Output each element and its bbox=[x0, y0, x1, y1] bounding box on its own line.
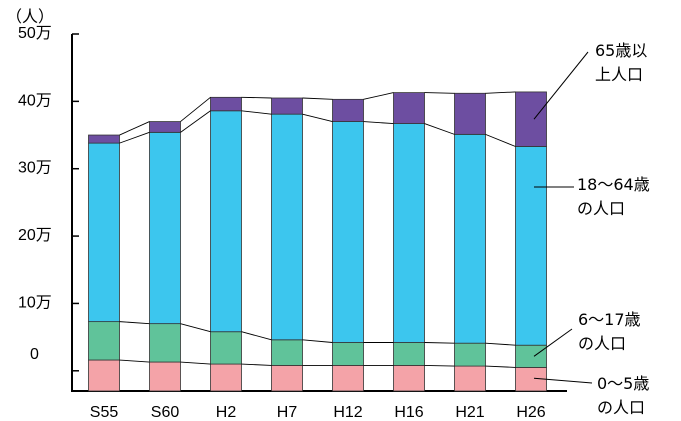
legend-label: 0～5歳 bbox=[597, 374, 649, 393]
x-axis-labels: S55 S60 H2 H7 H12 H16 H21 H26 bbox=[90, 404, 546, 421]
bar-segment bbox=[210, 363, 242, 392]
connector-line bbox=[424, 92, 455, 94]
bar-segment bbox=[393, 92, 425, 124]
bar-segment bbox=[210, 331, 242, 365]
legend-label: の人口 bbox=[577, 199, 625, 218]
y-tick-label: 0 bbox=[30, 346, 39, 363]
bar-segment bbox=[149, 361, 181, 392]
bar-segment bbox=[515, 146, 547, 346]
bar-segment bbox=[454, 342, 486, 367]
bar-segment bbox=[454, 133, 486, 344]
bar-segment bbox=[271, 365, 303, 392]
bar-segment bbox=[332, 121, 364, 343]
connector-line bbox=[241, 96, 272, 99]
connector-line bbox=[241, 363, 272, 366]
connector-line bbox=[119, 131, 150, 144]
connector-line bbox=[363, 92, 394, 100]
bar-segment bbox=[332, 98, 364, 122]
y-tick-label: 10万 bbox=[18, 294, 52, 311]
bar-segment bbox=[393, 365, 425, 392]
legend-leader-line bbox=[533, 51, 589, 120]
legend-leader-line bbox=[533, 328, 573, 357]
bar-segment bbox=[149, 121, 181, 133]
bar-segment bbox=[88, 321, 120, 361]
bar-segment bbox=[210, 110, 242, 333]
connector-line bbox=[241, 110, 272, 115]
connector-line bbox=[180, 323, 211, 333]
y-axis-ticks: 0 10万 20万 30万 40万 50万 bbox=[18, 25, 79, 372]
legend-label: の人口 bbox=[578, 334, 626, 353]
series-connector-lines bbox=[119, 91, 516, 368]
x-tick-label: H7 bbox=[277, 404, 298, 421]
bar-segment bbox=[149, 131, 181, 325]
bar-segment bbox=[454, 365, 486, 392]
bar-segment bbox=[271, 113, 303, 341]
bar-segment bbox=[393, 123, 425, 343]
bar-segment bbox=[210, 96, 242, 112]
y-unit-label: （人） bbox=[6, 8, 54, 26]
x-tick-label: H26 bbox=[516, 404, 545, 421]
legend-label: 65歳以 bbox=[595, 41, 647, 60]
bar-segment bbox=[332, 365, 364, 392]
legend-leader-line bbox=[533, 377, 593, 384]
connector-line bbox=[485, 91, 516, 94]
connector-line bbox=[241, 331, 272, 341]
legend-label: 6～17歳 bbox=[578, 310, 641, 329]
y-tick-label: 30万 bbox=[18, 160, 52, 177]
bar-segment bbox=[88, 142, 120, 323]
connector-line bbox=[180, 96, 211, 122]
connector-line bbox=[119, 321, 150, 325]
x-tick-label: S55 bbox=[90, 404, 119, 421]
connector-line bbox=[119, 121, 150, 136]
connector-line bbox=[424, 364, 455, 367]
connector-line bbox=[302, 339, 333, 343]
legend-label: 18～64歳 bbox=[577, 175, 650, 194]
legend-label: の人口 bbox=[597, 398, 645, 417]
x-tick-label: H12 bbox=[333, 404, 362, 421]
y-tick-label: 50万 bbox=[18, 25, 52, 42]
bar-segment bbox=[271, 97, 303, 115]
connector-line bbox=[180, 361, 211, 365]
legend-label: 上人口 bbox=[595, 65, 643, 84]
x-tick-label: S60 bbox=[151, 404, 180, 421]
x-tick-label: H16 bbox=[394, 404, 423, 421]
bar-segment bbox=[515, 91, 547, 147]
bar-segment bbox=[515, 344, 547, 368]
bar-segment bbox=[271, 339, 303, 366]
bar-segment bbox=[393, 342, 425, 366]
bar-segment bbox=[332, 342, 364, 366]
bar-segment bbox=[88, 359, 120, 392]
bar-stacks bbox=[88, 91, 547, 392]
connector-line bbox=[180, 110, 211, 133]
connector-line bbox=[485, 365, 516, 368]
bar-segment bbox=[149, 323, 181, 363]
bar-segment bbox=[454, 92, 486, 135]
bar-segment bbox=[88, 134, 120, 144]
connector-line bbox=[302, 113, 333, 123]
connector-line bbox=[119, 359, 150, 363]
connector-line bbox=[363, 121, 394, 125]
connector-line bbox=[424, 123, 455, 135]
connector-line bbox=[424, 342, 455, 344]
connector-line bbox=[485, 342, 516, 346]
y-tick-label: 40万 bbox=[18, 92, 52, 109]
connector-line bbox=[302, 97, 333, 100]
x-tick-label: H2 bbox=[216, 404, 237, 421]
connector-line bbox=[485, 133, 516, 147]
y-tick-label: 20万 bbox=[18, 227, 52, 244]
x-tick-label: H21 bbox=[455, 404, 484, 421]
